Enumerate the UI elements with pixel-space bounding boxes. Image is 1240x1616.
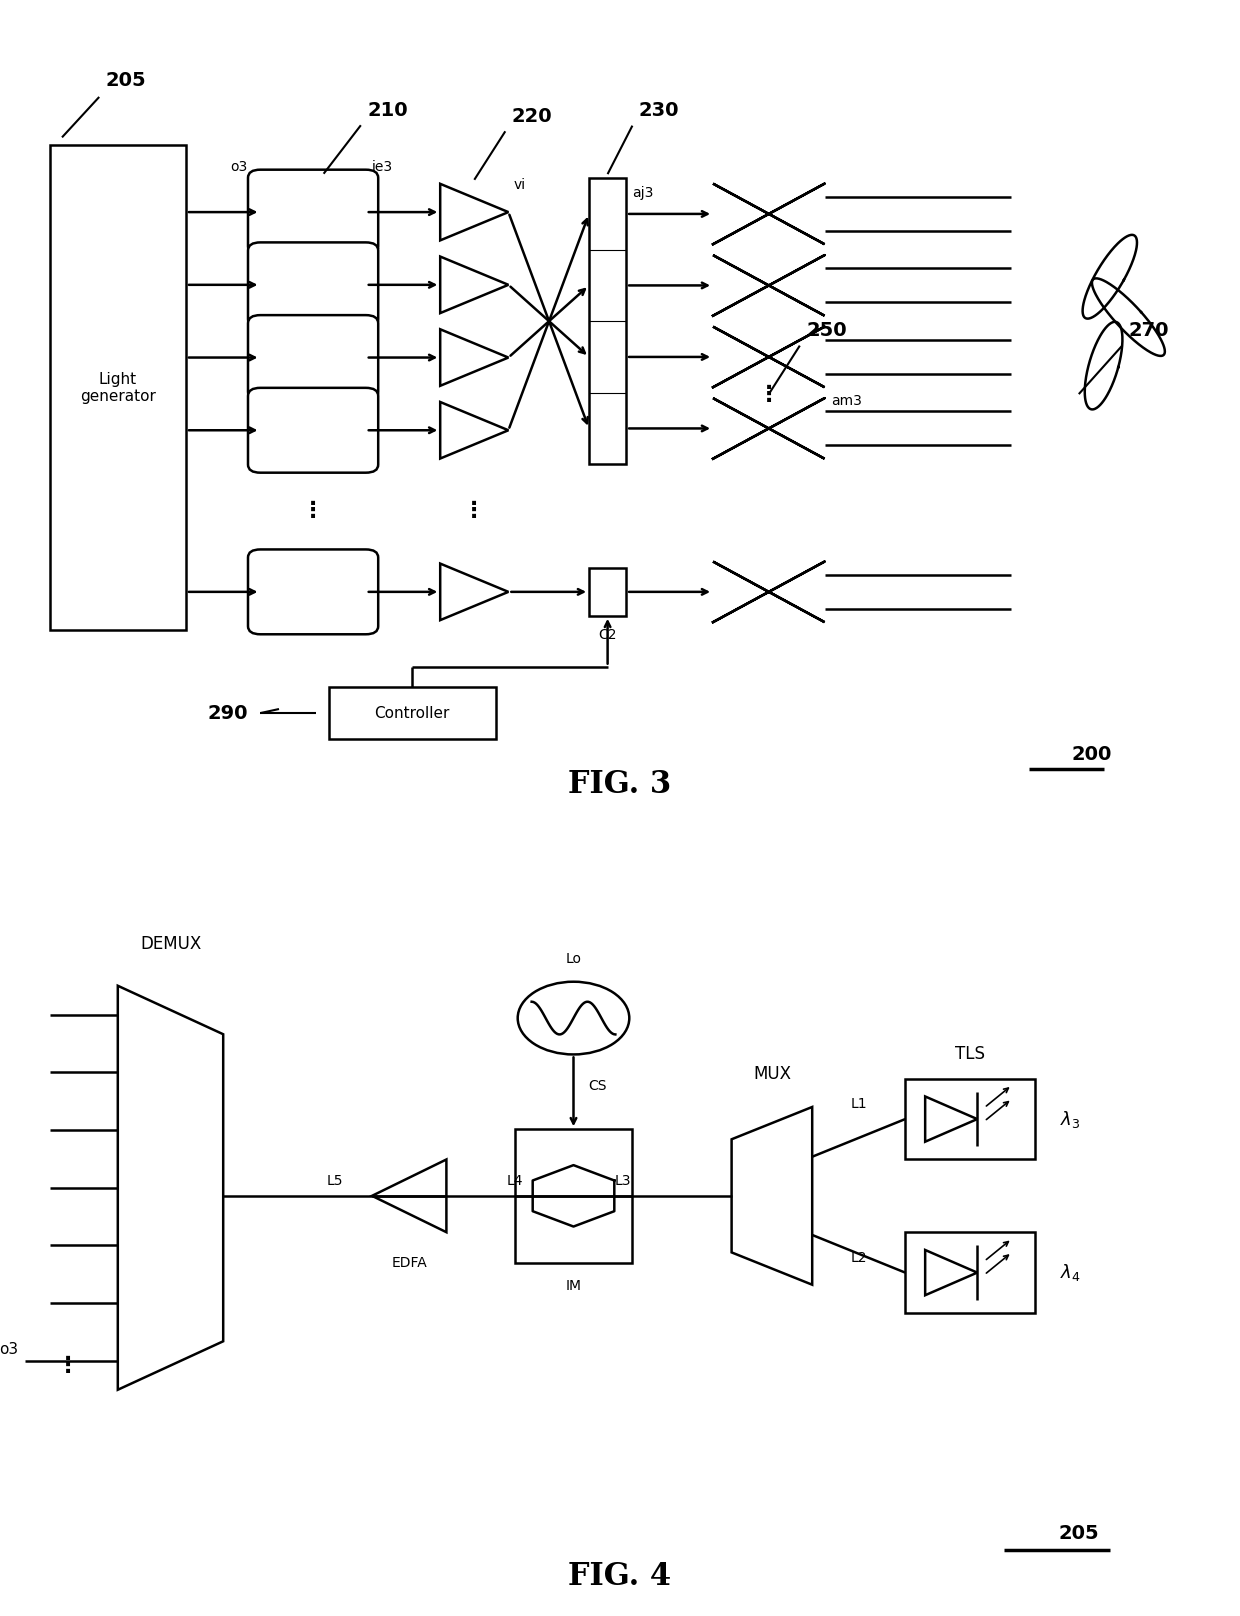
FancyBboxPatch shape xyxy=(248,242,378,326)
FancyBboxPatch shape xyxy=(248,388,378,472)
Text: ie3: ie3 xyxy=(372,160,393,175)
Text: Light
generator: Light generator xyxy=(79,372,156,404)
Text: FIG. 3: FIG. 3 xyxy=(568,769,672,800)
Text: 270: 270 xyxy=(1128,322,1169,339)
FancyBboxPatch shape xyxy=(329,687,496,739)
Text: 205: 205 xyxy=(105,71,146,90)
FancyBboxPatch shape xyxy=(515,1130,632,1262)
Text: L3: L3 xyxy=(615,1173,631,1188)
FancyBboxPatch shape xyxy=(589,178,626,464)
Text: L4: L4 xyxy=(506,1173,523,1188)
FancyBboxPatch shape xyxy=(248,315,378,401)
FancyBboxPatch shape xyxy=(905,1079,1035,1160)
Text: C2: C2 xyxy=(599,629,616,642)
Text: 210: 210 xyxy=(367,100,408,120)
Text: MUX: MUX xyxy=(753,1065,791,1083)
Text: DEMUX: DEMUX xyxy=(140,936,201,953)
FancyBboxPatch shape xyxy=(50,145,186,630)
Text: CS: CS xyxy=(588,1079,606,1092)
Text: ⋮: ⋮ xyxy=(303,501,324,520)
Text: 290: 290 xyxy=(207,703,248,722)
FancyBboxPatch shape xyxy=(248,549,378,633)
Text: ⋮: ⋮ xyxy=(57,1356,79,1375)
Text: am3: am3 xyxy=(831,394,862,409)
Text: 250: 250 xyxy=(806,322,847,339)
Text: $\lambda_4$: $\lambda_4$ xyxy=(1060,1262,1081,1283)
FancyBboxPatch shape xyxy=(248,170,378,254)
Text: 200: 200 xyxy=(1071,745,1111,763)
Text: TLS: TLS xyxy=(955,1044,986,1063)
Text: L1: L1 xyxy=(851,1097,867,1112)
Text: ⋮: ⋮ xyxy=(464,501,485,520)
Text: aj3: aj3 xyxy=(632,186,653,200)
Text: Lo: Lo xyxy=(565,952,582,965)
Text: 220: 220 xyxy=(511,107,552,126)
Text: L2: L2 xyxy=(851,1251,867,1264)
Text: FIG. 4: FIG. 4 xyxy=(568,1561,672,1592)
Text: vi: vi xyxy=(513,178,526,192)
Text: L5: L5 xyxy=(326,1173,343,1188)
Text: 230: 230 xyxy=(639,100,680,120)
Text: Controller: Controller xyxy=(374,706,450,721)
Text: $\lambda_3$: $\lambda_3$ xyxy=(1060,1109,1080,1130)
Text: o3: o3 xyxy=(231,160,248,175)
FancyBboxPatch shape xyxy=(589,567,626,616)
Text: ⋮: ⋮ xyxy=(758,385,780,406)
Text: o3: o3 xyxy=(0,1341,19,1357)
Text: IM: IM xyxy=(565,1278,582,1293)
FancyBboxPatch shape xyxy=(905,1233,1035,1312)
Text: 205: 205 xyxy=(1059,1524,1099,1543)
Text: EDFA: EDFA xyxy=(392,1257,427,1270)
